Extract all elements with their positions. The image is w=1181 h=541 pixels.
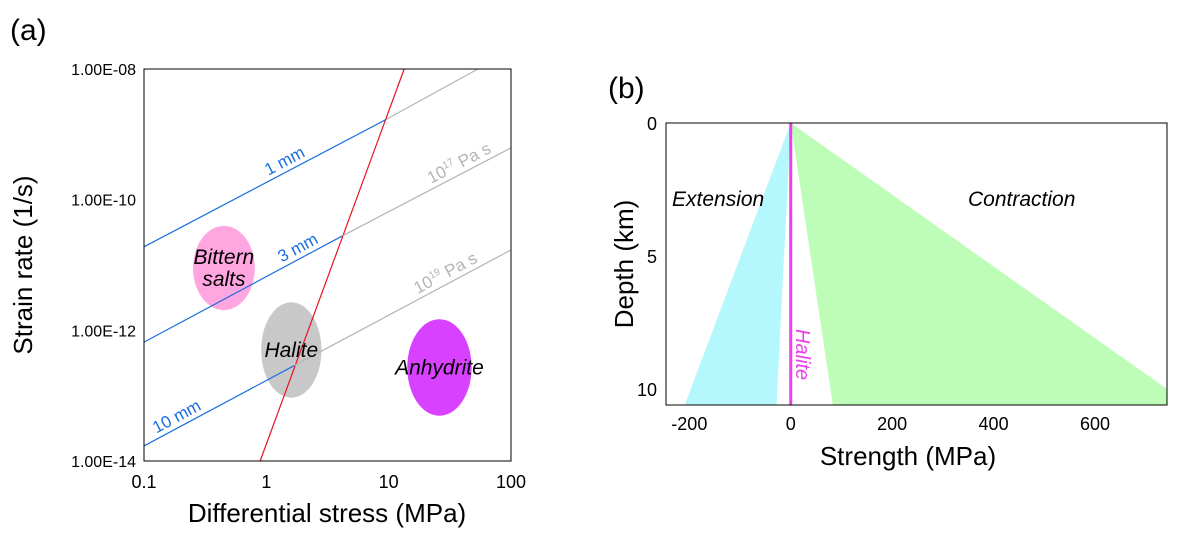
panel-b-areas: [684, 123, 1167, 405]
panel-a-plot-frame: [143, 68, 512, 462]
line-label-10-mm: 10 mm: [149, 396, 204, 437]
line-viscosity-10-19: [294, 249, 512, 366]
line-3-mm: [143, 235, 343, 343]
panel-b-plot-frame: [665, 122, 1168, 406]
line-viscosity-10-16: [386, 68, 479, 120]
line-label-3-mm: 3 mm: [275, 229, 321, 266]
region-label-bittern-salts: salts: [202, 268, 246, 291]
x-tick-label: -200: [671, 414, 707, 434]
contraction-label: Contraction: [968, 188, 1075, 211]
x-tick-label: 400: [979, 414, 1009, 434]
y-tick-label: 1.00E-14: [71, 454, 136, 471]
panel-b-y-ticks: 0 5 10: [637, 114, 657, 400]
line-10-mm: [143, 364, 295, 447]
area-extension: [684, 123, 791, 405]
y-tick-label: 1.00E-08: [71, 62, 136, 79]
y-tick-label: 10: [637, 380, 657, 400]
x-tick-label: 200: [877, 414, 907, 434]
panel-b-y-axis-label: Depth (km): [609, 200, 639, 329]
y-tick-label: 5: [647, 247, 657, 267]
region-bittern-salts: [193, 225, 255, 311]
panel-a-y-axis-label: Strain rate (1/s): [8, 175, 38, 354]
panel-b-label: (b): [608, 72, 645, 105]
extension-label: Extension: [672, 188, 764, 211]
x-tick-label: 0.1: [131, 472, 156, 492]
y-tick-label: 1.00E-10: [71, 193, 136, 210]
line-label-viscosity-10-19: 1019 Pa s: [411, 248, 481, 297]
panel-a-lines: [143, 68, 512, 462]
line-label-1-mm: 1 mm: [261, 143, 307, 180]
panel-a-x-axis-label: Differential stress (MPa): [188, 498, 466, 528]
panel-a-y-ticks: 1.00E-08 1.00E-10 1.00E-12 1.00E-14: [71, 62, 136, 471]
region-anhydrite: [407, 319, 472, 416]
region-label-halite: Halite: [264, 339, 318, 362]
panel-b-x-axis-label: Strength (MPa): [820, 441, 996, 471]
panel-b-x-ticks: -200 0 200 400 600: [671, 414, 1110, 434]
region-label-bittern-salts: Bittern: [194, 246, 255, 269]
area-contraction: [790, 123, 1167, 405]
y-tick-label: 0: [647, 114, 657, 134]
x-tick-label: 100: [496, 472, 526, 492]
y-tick-label: 1.00E-12: [71, 323, 136, 340]
line-viscosity-10-17: [342, 147, 512, 237]
panel-a-regions: [193, 225, 472, 416]
x-tick-label: 600: [1080, 414, 1110, 434]
region-halite: [261, 302, 322, 398]
panel-a-x-ticks: 0.1 1 10 100: [131, 472, 526, 492]
line-label-viscosity-10-17: 1017 Pa s: [424, 139, 494, 188]
line-1-mm: [143, 118, 387, 248]
halite-label-b: Halite: [791, 329, 813, 380]
region-label-anhydrite: Anhydrite: [393, 356, 484, 379]
x-tick-label: 0: [786, 414, 796, 434]
panel-a-label: (a): [10, 14, 47, 47]
x-tick-label: 1: [261, 472, 271, 492]
panel-b: (b) -200 0 200 400 600 0 5 10 Extension Contra…: [608, 72, 1168, 471]
line-dislocation-creep: [259, 68, 405, 462]
x-tick-label: 10: [379, 472, 399, 492]
